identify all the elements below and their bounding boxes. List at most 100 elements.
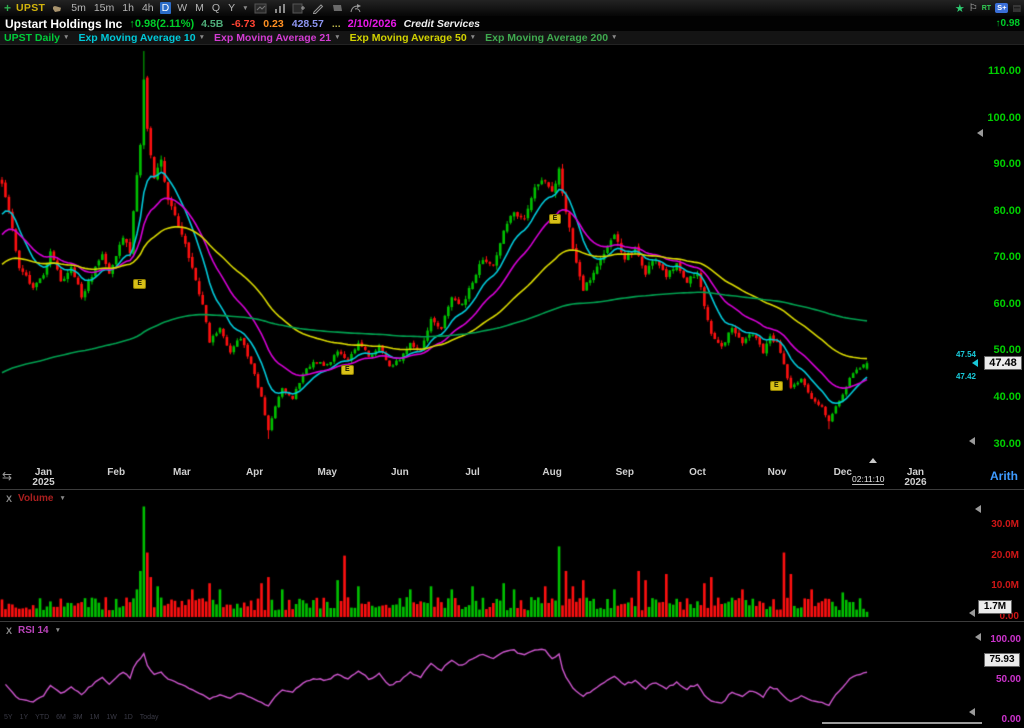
quote-stat-1: -6.73 — [231, 17, 256, 30]
indicator-item-3[interactable]: Exp Moving Average 50 ▼ — [350, 32, 477, 44]
notes-icon[interactable] — [330, 2, 344, 14]
quote-line: Upstart Holdings Inc ↑0.98(2.11%) 4.5B -6… — [0, 16, 1024, 31]
timeframe-15m[interactable]: 15m — [93, 2, 115, 14]
rsi-canvas[interactable] — [0, 622, 985, 722]
axis-range-marker-icon — [975, 505, 981, 513]
rsi-tick: 50.00 — [995, 674, 1021, 685]
volume-tick: 30.0M — [991, 518, 1019, 530]
indicator-item-2[interactable]: Exp Moving Average 21 ▼ — [214, 32, 341, 44]
month-label: May — [317, 467, 337, 478]
price-chart-panel[interactable]: 110.00 100.00 90.00 80.00 70.00 60.00 50.00 40.… — [0, 45, 1024, 465]
quote-stat-2: 0.23 — [263, 17, 284, 30]
volume-label[interactable]: Volume — [18, 493, 54, 504]
timeframe-dropdown-icon[interactable]: ▼ — [242, 4, 249, 12]
price-tick: 100.00 — [987, 111, 1021, 124]
month-label: Jan 2025 — [32, 467, 55, 488]
pan-reset-icon[interactable]: ⇆ — [2, 469, 13, 483]
symbol-ticker[interactable]: UPST — [16, 2, 46, 14]
range-shortcut-1m[interactable]: 1M — [89, 714, 100, 721]
panel-divider — [0, 489, 1024, 490]
last-volume-tag: 1.7M — [978, 600, 1012, 614]
add-symbol-icon[interactable]: + — [4, 1, 12, 15]
month-label: Feb — [107, 467, 126, 478]
share-icon[interactable] — [349, 2, 363, 14]
flag-icon[interactable]: ⚐ — [968, 2, 978, 14]
rsi-dropdown-icon[interactable]: ▼ — [54, 627, 62, 634]
pointer-hand-icon[interactable] — [50, 2, 64, 14]
timeframe-M[interactable]: M — [195, 2, 204, 14]
timeframe-D[interactable]: D — [159, 2, 172, 14]
volume-panel[interactable]: X Volume ▼ 30.0M 20.0M 10.0M 0.00 1.7M — [0, 490, 1024, 622]
chart-type-icon[interactable] — [254, 2, 268, 14]
price-tick: 110.00 — [987, 65, 1021, 77]
indicator-bar: UPST Daily ▼ Exp Moving Average 10 ▼ Exp Mov… — [0, 31, 1024, 45]
range-shortcut-1y[interactable]: 1Y — [19, 714, 29, 721]
earnings-marker[interactable]: E — [548, 213, 562, 224]
earnings-marker[interactable]: E — [341, 365, 354, 376]
month-label: Mar — [173, 467, 191, 478]
indicator-dropdown-icon[interactable]: ▼ — [334, 34, 341, 41]
volume-tick: 20.0M — [991, 549, 1019, 561]
add-study-icon[interactable] — [292, 2, 306, 14]
timeframe-5m[interactable]: 5m — [71, 2, 86, 14]
rsi-label[interactable]: RSI 14 — [18, 625, 49, 636]
earnings-marker[interactable]: E — [133, 278, 147, 289]
indicator-label: Exp Moving Average 50 — [349, 31, 467, 44]
timeframe-Q[interactable]: Q — [211, 2, 221, 14]
range-shortcut-1w[interactable]: 1W — [106, 714, 117, 721]
month-label: Dec — [833, 467, 852, 478]
date-axis[interactable]: ⇆ Jan 2025 Feb Mar Apr May Jun Jul Aug Sep Oct Nov D… — [0, 458, 1024, 489]
range-shortcut-today[interactable]: Today — [139, 714, 159, 721]
month-label: Sep — [615, 467, 634, 478]
range-shortcut-6m[interactable]: 6M — [56, 714, 66, 721]
timeframe-4h[interactable]: 4h — [141, 2, 154, 14]
month-label: Apr — [245, 467, 264, 478]
indicator-dropdown-icon[interactable]: ▼ — [63, 34, 70, 41]
volume-dropdown-icon[interactable]: ▼ — [59, 495, 66, 502]
quote-stat-3: 428.57 — [291, 17, 324, 30]
indicator-dropdown-icon[interactable]: ▼ — [198, 34, 206, 41]
volume-tick: 10.0M — [991, 580, 1019, 592]
earnings-marker[interactable]: E — [770, 381, 783, 392]
scrollbar-thumb[interactable] — [822, 722, 982, 724]
axis-range-marker-icon — [969, 708, 975, 716]
range-shortcut-ytd[interactable]: YTD — [35, 714, 50, 721]
range-shortcut-5y[interactable]: 5Y — [4, 714, 13, 721]
price-chart-canvas[interactable] — [0, 45, 985, 465]
indicator-label: UPST Daily — [4, 31, 61, 44]
price-tick: 70.00 — [993, 251, 1021, 264]
volume-histogram-icon[interactable] — [273, 2, 287, 14]
rsi-tick: 0.00 — [1001, 714, 1021, 725]
axis-range-marker-icon — [969, 609, 975, 617]
month-label: Aug — [542, 467, 562, 478]
indicator-dropdown-icon[interactable]: ▼ — [611, 34, 618, 41]
timeframe-Y[interactable]: Y — [228, 2, 236, 14]
volume-canvas[interactable] — [0, 490, 985, 622]
range-shortcut-1d[interactable]: 1D — [123, 714, 133, 721]
last-rsi-tag: 75.93 — [984, 653, 1020, 667]
month-label: Nov — [767, 467, 787, 478]
bid-price-tag: 47.42 — [955, 372, 976, 381]
indicator-label: Exp Moving Average 200 — [485, 31, 609, 44]
splus-badge[interactable]: S+ — [995, 3, 1009, 13]
range-shortcut-3m[interactable]: 3M — [72, 714, 83, 721]
volume-close-button[interactable]: X — [6, 493, 13, 504]
volume-tick: 0.00 — [999, 611, 1019, 622]
rsi-close-button[interactable]: X — [6, 625, 13, 636]
indicator-item-4[interactable]: Exp Moving Average 200 ▼ — [485, 32, 617, 44]
timeframe-W[interactable]: W — [177, 2, 188, 14]
axis-scale-toggle[interactable]: Arith — [990, 469, 1018, 483]
last-price-pointer-icon — [972, 359, 978, 367]
indicator-dropdown-icon[interactable]: ▼ — [469, 34, 477, 41]
window-icon[interactable]: ▤ — [1012, 2, 1021, 13]
timeframe-1h[interactable]: 1h — [122, 2, 134, 14]
indicator-item-0[interactable]: UPST Daily ▼ — [4, 32, 69, 44]
favorite-star-icon[interactable]: ★ — [954, 2, 965, 15]
indicator-item-1[interactable]: Exp Moving Average 10 ▼ — [78, 32, 205, 44]
rsi-panel[interactable]: X RSI 14 ▼ 100.00 50.00 0.00 75.93 — [0, 622, 1024, 728]
draw-pencil-icon[interactable] — [311, 2, 325, 14]
quote-stat-0: 4.5B — [201, 17, 224, 30]
panel-divider — [0, 621, 1024, 622]
price-tick: 60.00 — [993, 297, 1021, 310]
price-tick: 80.00 — [993, 204, 1021, 217]
